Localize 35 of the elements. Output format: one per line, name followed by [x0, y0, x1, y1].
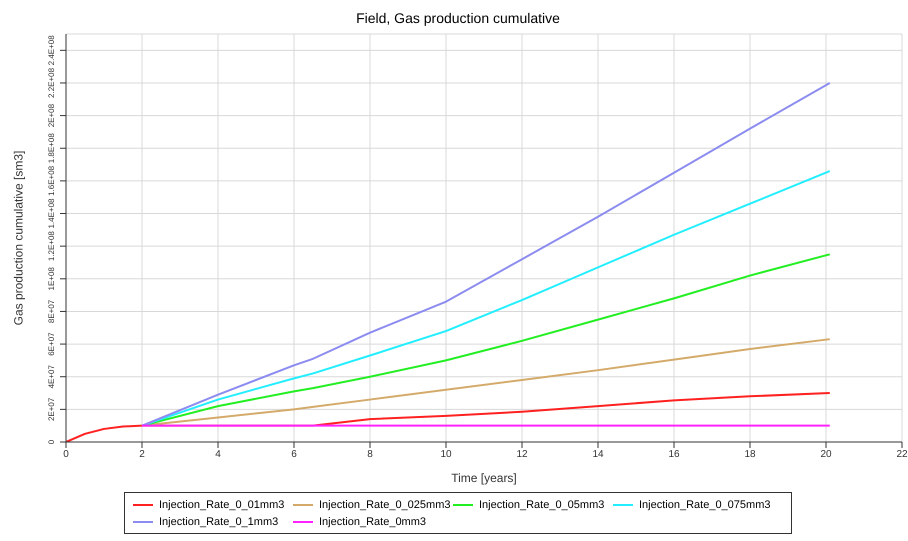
legend-label: Injection_Rate_0_075mm3 [639, 498, 770, 510]
x-tick-label: 8 [367, 449, 374, 460]
legend-label: Injection_Rate_0_1mm3 [159, 516, 278, 528]
x-tick-label: 2 [139, 449, 146, 460]
y-tick-label: 2.2E+08 [47, 67, 56, 98]
x-axis-title: Time [years] [451, 471, 517, 485]
legend-label: Injection_Rate_0_025mm3 [319, 498, 450, 510]
chart-title: Field, Gas production cumulative [355, 10, 561, 28]
y-tick-label: 2E+08 [47, 103, 56, 128]
y-tick-label: 2E+07 [47, 397, 56, 422]
x-tick-label: 10 [440, 449, 452, 460]
x-tick-label: 6 [291, 449, 298, 460]
y-tick-label: 2.4E+08 [47, 34, 56, 66]
y-tick-label: 1.6E+08 [47, 165, 56, 196]
y-tick-label: 8E+07 [47, 299, 56, 324]
x-tick-label: 12 [516, 449, 528, 460]
y-tick-label: 4E+07 [47, 364, 56, 388]
y-tick-label: 1.8E+08 [47, 132, 56, 164]
legend-label: Injection_Rate_0mm3 [319, 516, 426, 528]
y-tick-label: 6E+07 [47, 332, 56, 356]
y-tick-label: 1.2E+08 [47, 230, 56, 262]
x-tick-label: 18 [744, 449, 756, 460]
x-tick-label: 22 [896, 449, 908, 460]
y-axis-title: Gas production cumulative [sm3] [11, 150, 26, 326]
x-tick-label: 20 [820, 449, 832, 460]
legend-label: Injection_Rate_0_01mm3 [159, 498, 284, 510]
y-tick-label: 0 [47, 439, 56, 444]
x-tick-label: 16 [668, 449, 680, 460]
x-tick-label: 0 [63, 449, 70, 460]
y-tick-label: 1.4E+08 [47, 198, 56, 229]
legend-label: Injection_Rate_0_05mm3 [479, 498, 604, 510]
x-tick-label: 4 [215, 449, 222, 460]
line-series [141, 82, 831, 427]
x-tick-label: 14 [592, 449, 604, 460]
y-tick-label: 1E+08 [47, 266, 56, 290]
